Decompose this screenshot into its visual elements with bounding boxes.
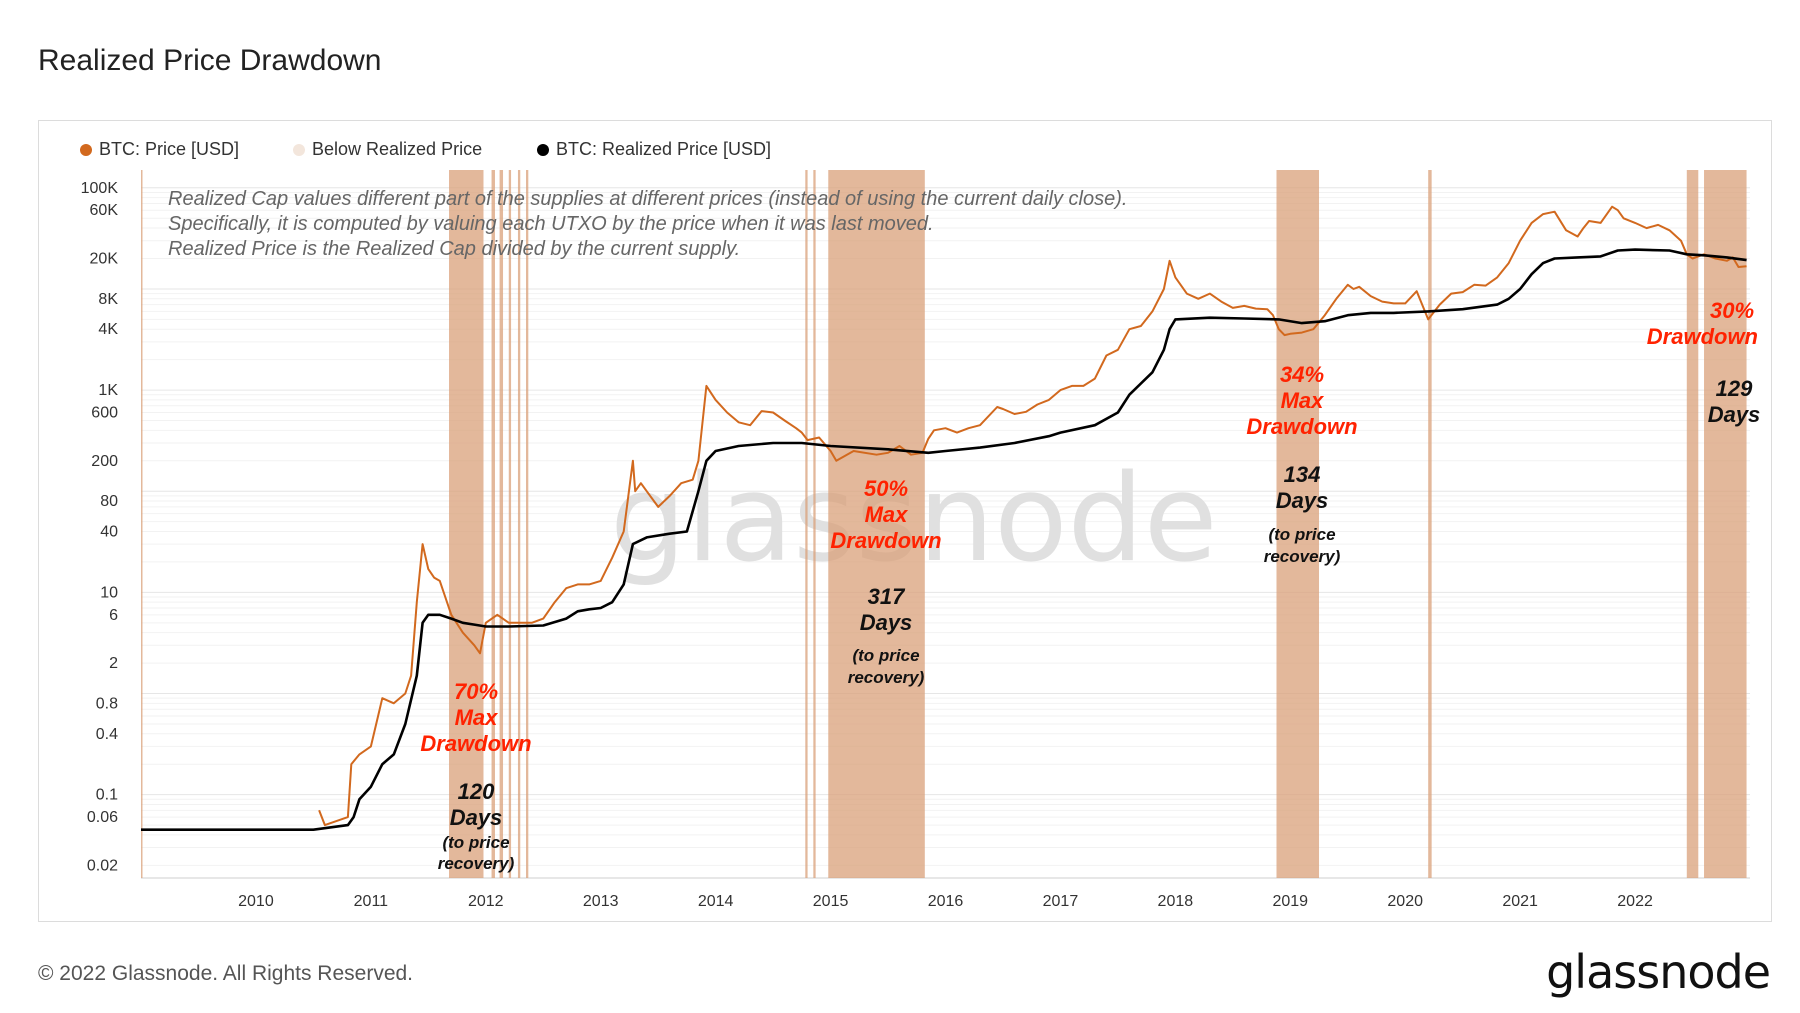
below-realized-band [526, 170, 529, 878]
below-realized-band [491, 170, 495, 878]
x-tick-label: 2013 [583, 893, 619, 910]
y-tick-label: 4K [98, 321, 118, 338]
anno-2015-days: Days [860, 610, 913, 635]
x-tick-label: 2016 [928, 893, 964, 910]
anno-2019-days-num: 134 [1284, 462, 1321, 487]
y-tick-label: 600 [91, 405, 118, 422]
anno-2022-drawdown: Drawdown [1647, 324, 1758, 349]
note-line-3: Realized Price is the Realized Cap divid… [168, 238, 740, 260]
anno-2019-max: Max [1281, 388, 1325, 413]
anno-2015-note-2: recovery) [848, 668, 925, 687]
y-tick-label: 0.8 [96, 695, 118, 712]
y-tick-label: 10 [100, 584, 118, 601]
below-realized-band [1704, 170, 1747, 878]
y-tick-label: 2 [109, 655, 118, 672]
legend-label-price: BTC: Price [USD] [99, 139, 240, 159]
grid-layer [141, 187, 1750, 879]
anno-2011-note-2: recovery) [438, 854, 515, 873]
below-realized-band [517, 170, 521, 878]
y-tick-label: 200 [91, 453, 118, 470]
anno-2019-pct: 34% [1280, 362, 1324, 387]
x-tick-label: 2019 [1272, 893, 1308, 910]
anno-2015-max: Max [865, 502, 909, 527]
y-axis-ticks: 100K 60K 20K 8K 4K 1K 600 200 80 40 10 6 2 0.8 0.4 0.1 0… [81, 180, 119, 875]
y-tick-label: 0.06 [87, 809, 118, 826]
page-title: Realized Price Drawdown [38, 44, 382, 77]
anno-2015-drawdown: Drawdown [830, 528, 941, 553]
anno-2022-days-num: 129 [1716, 376, 1753, 401]
x-tick-label: 2011 [354, 893, 389, 910]
below-realized-band [141, 170, 143, 878]
x-tick-label: 2017 [1043, 893, 1079, 910]
below-realized-shading [141, 170, 1747, 878]
below-realized-band [1428, 170, 1432, 878]
y-tick-label: 0.02 [87, 857, 118, 874]
anno-2019-days: Days [1276, 488, 1329, 513]
anno-2019-note-2: recovery) [1264, 547, 1341, 566]
y-tick-label: 1K [98, 382, 118, 399]
anno-2011-note-1: (to price [442, 833, 509, 852]
x-tick-label: 2012 [468, 893, 504, 910]
anno-2011-days-num: 120 [458, 779, 495, 804]
anno-2011-drawdown: Drawdown [420, 731, 531, 756]
note-line-1: Realized Cap values different part of th… [168, 188, 1127, 210]
y-tick-label: 100K [81, 180, 119, 197]
notes-block: Realized Cap values different part of th… [168, 188, 1127, 260]
x-tick-label: 2014 [698, 893, 734, 910]
chart-frame [38, 120, 1772, 922]
anno-2019-drawdown: Drawdown [1246, 414, 1357, 439]
y-tick-label: 80 [100, 493, 118, 510]
footer-copyright: © 2022 Glassnode. All Rights Reserved. [38, 962, 414, 985]
anno-2015-days-num: 317 [868, 584, 906, 609]
x-tick-label: 2018 [1158, 893, 1194, 910]
legend-item-price[interactable]: BTC: Price [USD] [80, 139, 239, 160]
below-realized-band [813, 170, 816, 878]
y-tick-label: 0.1 [96, 787, 118, 804]
anno-2015-pct: 50% [864, 476, 908, 501]
annotation-2019: 34% Max Drawdown 134 Days (to price reco… [1246, 362, 1357, 566]
below-realized-band [1686, 170, 1699, 878]
y-tick-label: 20K [90, 251, 119, 268]
anno-2019-note-1: (to price [1268, 525, 1335, 544]
glassnode-logo[interactable]: glassnode [1546, 945, 1771, 999]
y-tick-label: 8K [98, 291, 118, 308]
legend-dot-price-icon [80, 143, 92, 156]
y-tick-label: 60K [90, 202, 119, 219]
annotation-2011: 70% Max Drawdown 120 Days (to price reco… [420, 679, 531, 873]
below-realized-band [449, 170, 484, 878]
x-axis-ticks: 2010 2011 2012 2013 2014 2015 2016 2017 2018 2019… [238, 893, 1653, 910]
note-line-2: Specifically, it is computed by valuing … [168, 213, 934, 235]
anno-2011-max: Max [455, 705, 499, 730]
x-tick-label: 2022 [1617, 893, 1653, 910]
below-realized-band [805, 170, 808, 878]
below-realized-band [499, 170, 504, 878]
x-tick-label: 2010 [238, 893, 274, 910]
anno-2022-pct: 30% [1710, 298, 1754, 323]
legend-dot-below-icon [293, 143, 305, 156]
y-tick-label: 0.4 [96, 726, 118, 743]
legend-item-realized[interactable]: BTC: Realized Price [USD] [537, 139, 771, 160]
below-realized-band [508, 170, 512, 878]
price-line [318, 205, 1747, 827]
x-tick-label: 2015 [813, 893, 849, 910]
annotation-2022: 30% Drawdown 129 Days [1647, 298, 1761, 427]
below-realized-band [1276, 170, 1320, 878]
legend-dot-realized-icon [537, 143, 549, 156]
realized-price-line [141, 248, 1747, 831]
anno-2011-pct: 70% [454, 679, 498, 704]
below-realized-band [828, 170, 925, 878]
y-tick-label: 6 [109, 607, 118, 624]
x-tick-label: 2021 [1502, 893, 1538, 910]
annotation-2015: 50% Max Drawdown 317 Days (to price reco… [830, 476, 941, 687]
legend-label-realized: BTC: Realized Price [USD] [556, 139, 772, 159]
anno-2022-days: Days [1708, 402, 1761, 427]
y-tick-label: 40 [100, 523, 118, 540]
anno-2011-days: Days [450, 805, 503, 830]
legend-item-below-realized[interactable]: Below Realized Price [293, 139, 482, 160]
legend-label-below-realized: Below Realized Price [312, 139, 483, 159]
anno-2015-note-1: (to price [852, 646, 919, 665]
series-layer [141, 205, 1747, 831]
x-tick-label: 2020 [1387, 893, 1423, 910]
